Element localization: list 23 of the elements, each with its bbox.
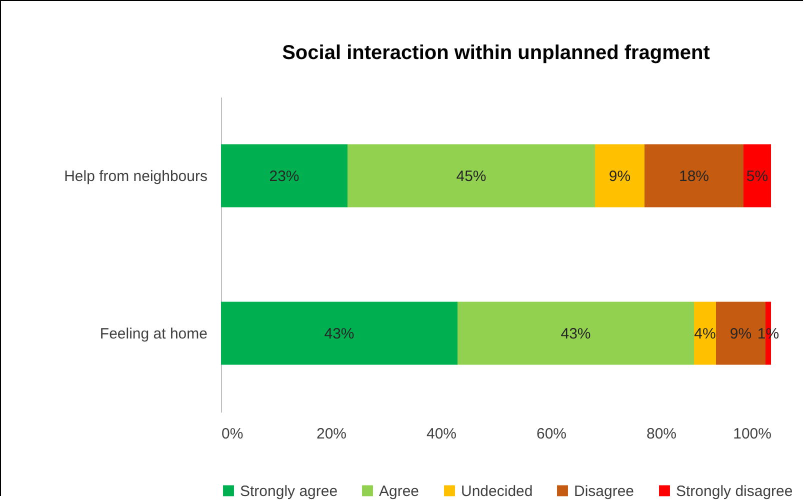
legend-label: Undecided xyxy=(461,482,533,500)
legend-label: Disagree xyxy=(574,482,634,500)
y-tick-label: Feeling at home xyxy=(100,325,208,342)
data-label: 43% xyxy=(560,325,591,342)
legend-label: Agree xyxy=(379,482,420,500)
y-tick-label: Help from neighbours xyxy=(64,168,208,185)
x-tick-label: 60% xyxy=(536,426,567,442)
data-label: 23% xyxy=(269,168,300,185)
data-label: 18% xyxy=(678,168,710,185)
legend-label: Strongly agree xyxy=(240,482,338,500)
legend-label: Strongly disagree xyxy=(676,482,793,500)
data-label: 5% xyxy=(746,168,768,185)
data-label: 43% xyxy=(324,325,354,342)
x-tick-label: 100% xyxy=(733,426,772,442)
data-label: 4% xyxy=(694,325,716,342)
data-label: 45% xyxy=(456,168,486,185)
data-label: 9% xyxy=(608,168,631,185)
x-tick-label: 80% xyxy=(646,426,677,442)
data-label: 9% xyxy=(730,325,752,342)
chart-title: Social interaction within unplanned fragment xyxy=(282,42,710,64)
x-tick-label: 40% xyxy=(426,426,457,442)
x-tick-label: 20% xyxy=(316,426,347,442)
x-tick-label: 0% xyxy=(222,426,244,442)
